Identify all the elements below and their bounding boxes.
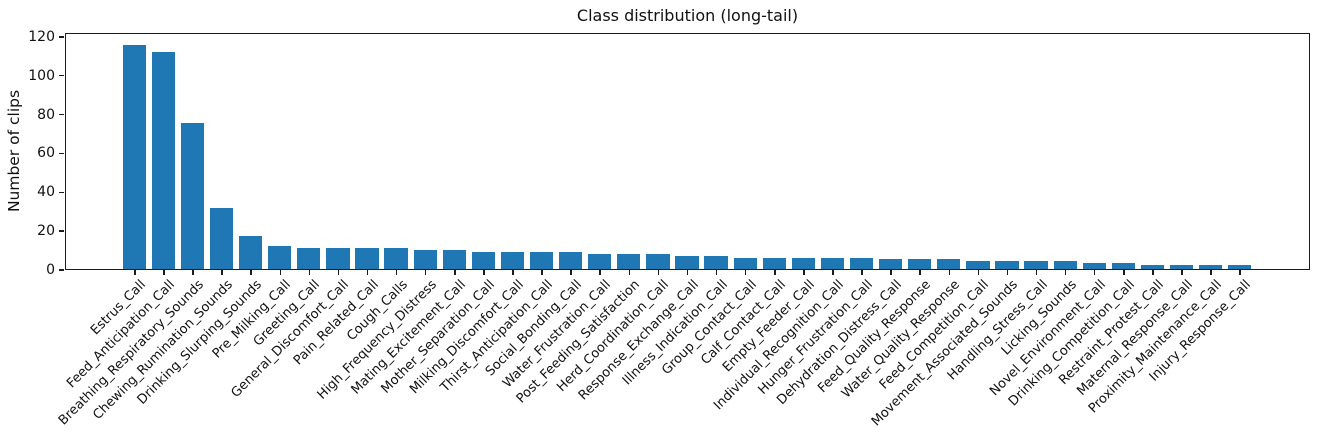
bar (413, 249, 437, 269)
x-tick-mark (657, 270, 660, 275)
y-tick-mark (59, 269, 64, 271)
x-tick-mark (1239, 270, 1241, 275)
bar (1169, 265, 1194, 269)
x-tick-mark (715, 270, 718, 275)
bar (1053, 261, 1077, 269)
y-tick-label: 80 (37, 106, 55, 123)
bar (908, 259, 932, 269)
bar (297, 247, 321, 269)
bar (471, 251, 495, 269)
x-tick-mark (250, 270, 252, 275)
x-tick-mark (337, 270, 340, 275)
bar (588, 253, 612, 269)
x-tick-mark (395, 270, 398, 275)
x-tick-mark (1093, 270, 1096, 275)
bar (268, 245, 292, 269)
x-tick-mark (570, 270, 572, 275)
x-tick-mark (483, 270, 485, 275)
bar (239, 236, 263, 269)
bar (937, 259, 961, 269)
bar (791, 257, 815, 269)
chart-title: Class distribution (long-tail) (576, 6, 799, 25)
x-tick-mark (454, 270, 456, 275)
y-tick-label: 120 (28, 28, 55, 45)
y-tick-mark (59, 152, 64, 155)
x-tick-mark (424, 270, 427, 275)
x-tick-mark (1006, 270, 1009, 275)
bar (529, 251, 554, 269)
y-tick-label: 40 (37, 184, 55, 201)
bar (559, 251, 583, 269)
y-tick-mark (59, 191, 64, 194)
x-tick-mark (1035, 270, 1038, 275)
bar (646, 253, 670, 269)
y-tick-label: 20 (37, 223, 55, 240)
x-tick-mark (774, 270, 776, 275)
bar (151, 52, 176, 269)
x-tick-mark (686, 270, 689, 275)
x-tick-mark (1181, 270, 1183, 275)
y-tick-mark (59, 36, 64, 38)
y-tick-label: 60 (37, 145, 55, 162)
bar (617, 253, 641, 269)
bar (1111, 263, 1135, 269)
y-tick-mark (59, 74, 64, 77)
x-tick-mark (1152, 270, 1154, 275)
x-tick-mark (279, 270, 281, 275)
x-tick-mark (221, 270, 223, 275)
y-tick-label: 100 (28, 67, 55, 84)
x-tick-mark (1210, 270, 1212, 275)
y-tick-mark (59, 113, 64, 116)
bar (995, 261, 1019, 269)
x-tick-mark (1064, 270, 1067, 275)
x-tick-mark (192, 270, 194, 275)
bar (820, 257, 845, 269)
bar (849, 257, 874, 269)
bar (500, 251, 525, 269)
bar (675, 255, 699, 269)
bar (966, 261, 990, 269)
bar (384, 247, 408, 269)
bar (1082, 263, 1106, 269)
x-tick-mark (977, 270, 980, 275)
bar (1228, 265, 1252, 269)
x-tick-mark (628, 270, 631, 275)
x-tick-mark (803, 270, 805, 275)
x-tick-mark (744, 270, 747, 275)
bar (1140, 265, 1165, 269)
bar (878, 259, 903, 269)
x-tick-mark (832, 270, 834, 275)
x-tick-mark (861, 270, 863, 275)
bar (733, 257, 757, 269)
x-tick-mark (890, 270, 892, 275)
x-tick-mark (308, 270, 311, 275)
x-tick-mark (919, 270, 921, 275)
bar (442, 249, 466, 269)
bar (209, 207, 234, 269)
bar (326, 247, 350, 269)
bar (122, 44, 146, 269)
x-tick-mark (541, 270, 543, 275)
x-tick-mark (163, 270, 165, 275)
y-tick-mark (59, 230, 64, 232)
bar (355, 247, 379, 269)
plot-area (65, 33, 1310, 270)
bar (180, 123, 205, 269)
x-tick-mark (599, 270, 601, 275)
bar (1024, 261, 1048, 269)
x-tick-mark (366, 270, 369, 275)
x-tick-mark (1123, 270, 1125, 275)
x-tick-mark (948, 270, 951, 275)
x-tick-mark (512, 270, 514, 275)
bar (762, 257, 786, 269)
bar (1198, 265, 1223, 269)
bar (704, 255, 728, 269)
x-tick-mark (134, 270, 136, 275)
y-tick-label: 0 (46, 262, 55, 278)
